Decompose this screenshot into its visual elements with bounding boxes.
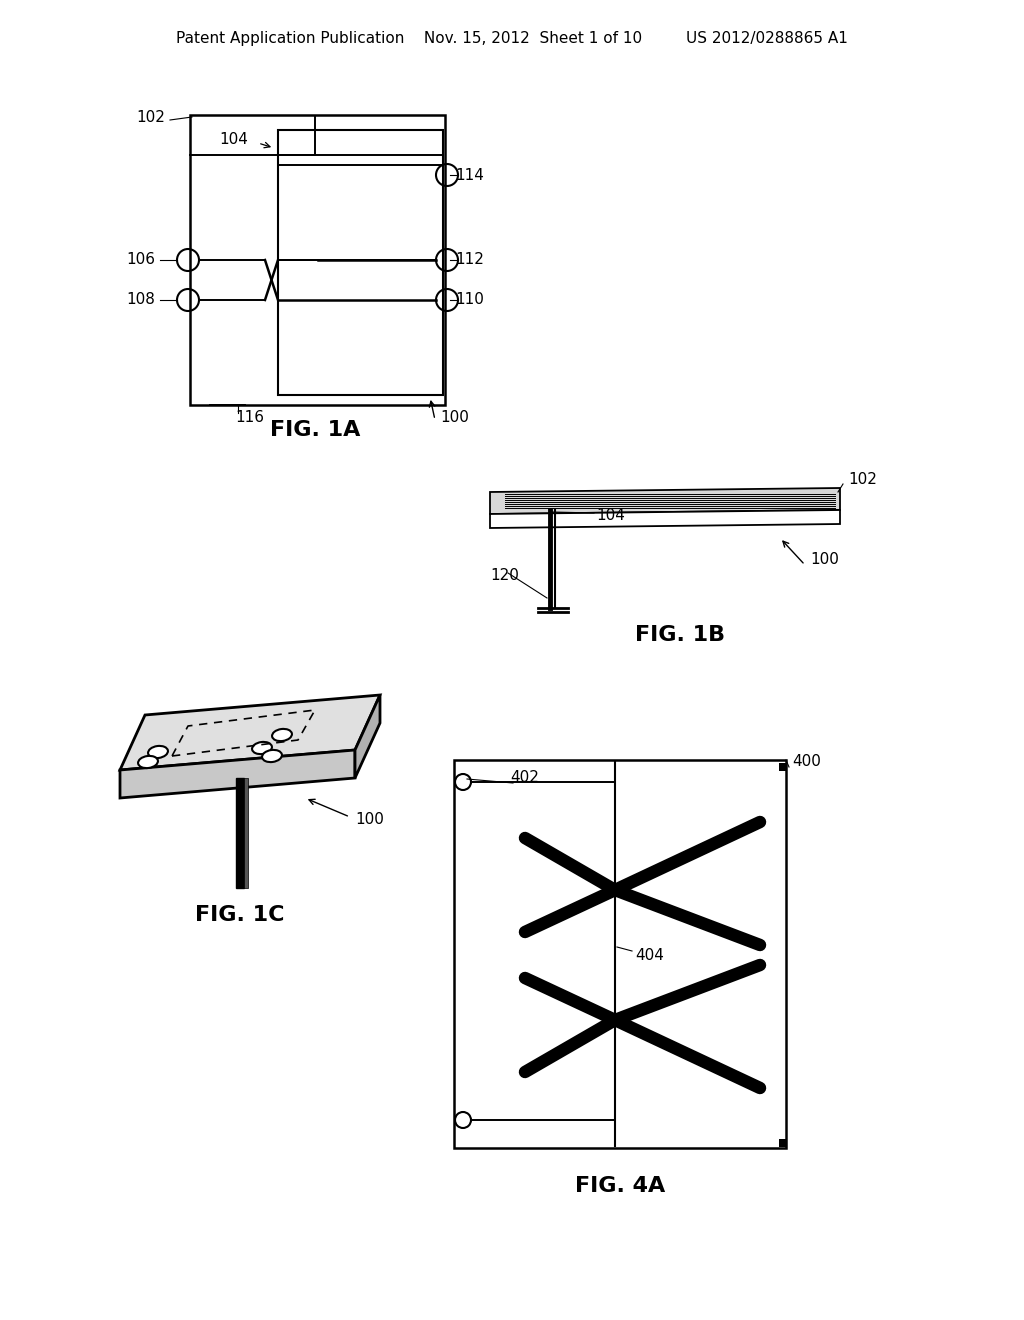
Bar — [779, 763, 787, 771]
Polygon shape — [355, 696, 380, 777]
Text: 106: 106 — [126, 252, 155, 268]
Text: 102: 102 — [848, 473, 877, 487]
Text: 102: 102 — [136, 111, 165, 125]
Text: 112: 112 — [455, 252, 484, 268]
Text: 402: 402 — [510, 771, 539, 785]
Bar — [236, 777, 244, 888]
Text: 400: 400 — [792, 755, 821, 770]
Text: FIG. 1A: FIG. 1A — [269, 420, 360, 440]
Text: FIG. 1C: FIG. 1C — [196, 906, 285, 925]
Polygon shape — [490, 488, 840, 513]
Text: 114: 114 — [455, 168, 484, 182]
Text: 108: 108 — [126, 293, 155, 308]
Bar — [244, 777, 248, 888]
Text: 110: 110 — [455, 293, 484, 308]
Ellipse shape — [262, 750, 282, 762]
Text: 104: 104 — [596, 508, 625, 524]
Text: 120: 120 — [490, 569, 519, 583]
Bar — [454, 760, 786, 1148]
Bar — [278, 129, 443, 395]
Text: 100: 100 — [810, 553, 839, 568]
Bar — [190, 115, 445, 405]
Text: Patent Application Publication    Nov. 15, 2012  Sheet 1 of 10         US 2012/0: Patent Application Publication Nov. 15, … — [176, 30, 848, 45]
Bar — [779, 1139, 787, 1147]
Text: FIG. 4A: FIG. 4A — [574, 1176, 666, 1196]
Text: 104: 104 — [219, 132, 248, 148]
Polygon shape — [120, 750, 355, 799]
Polygon shape — [120, 696, 380, 770]
Ellipse shape — [252, 742, 272, 754]
Polygon shape — [490, 510, 840, 528]
Ellipse shape — [272, 729, 292, 741]
Ellipse shape — [138, 756, 158, 768]
Text: FIG. 1B: FIG. 1B — [635, 624, 725, 645]
Text: 100: 100 — [355, 813, 384, 828]
Ellipse shape — [148, 746, 168, 758]
Text: 100: 100 — [440, 411, 469, 425]
Text: 116: 116 — [234, 411, 264, 425]
Text: 404: 404 — [635, 948, 664, 962]
